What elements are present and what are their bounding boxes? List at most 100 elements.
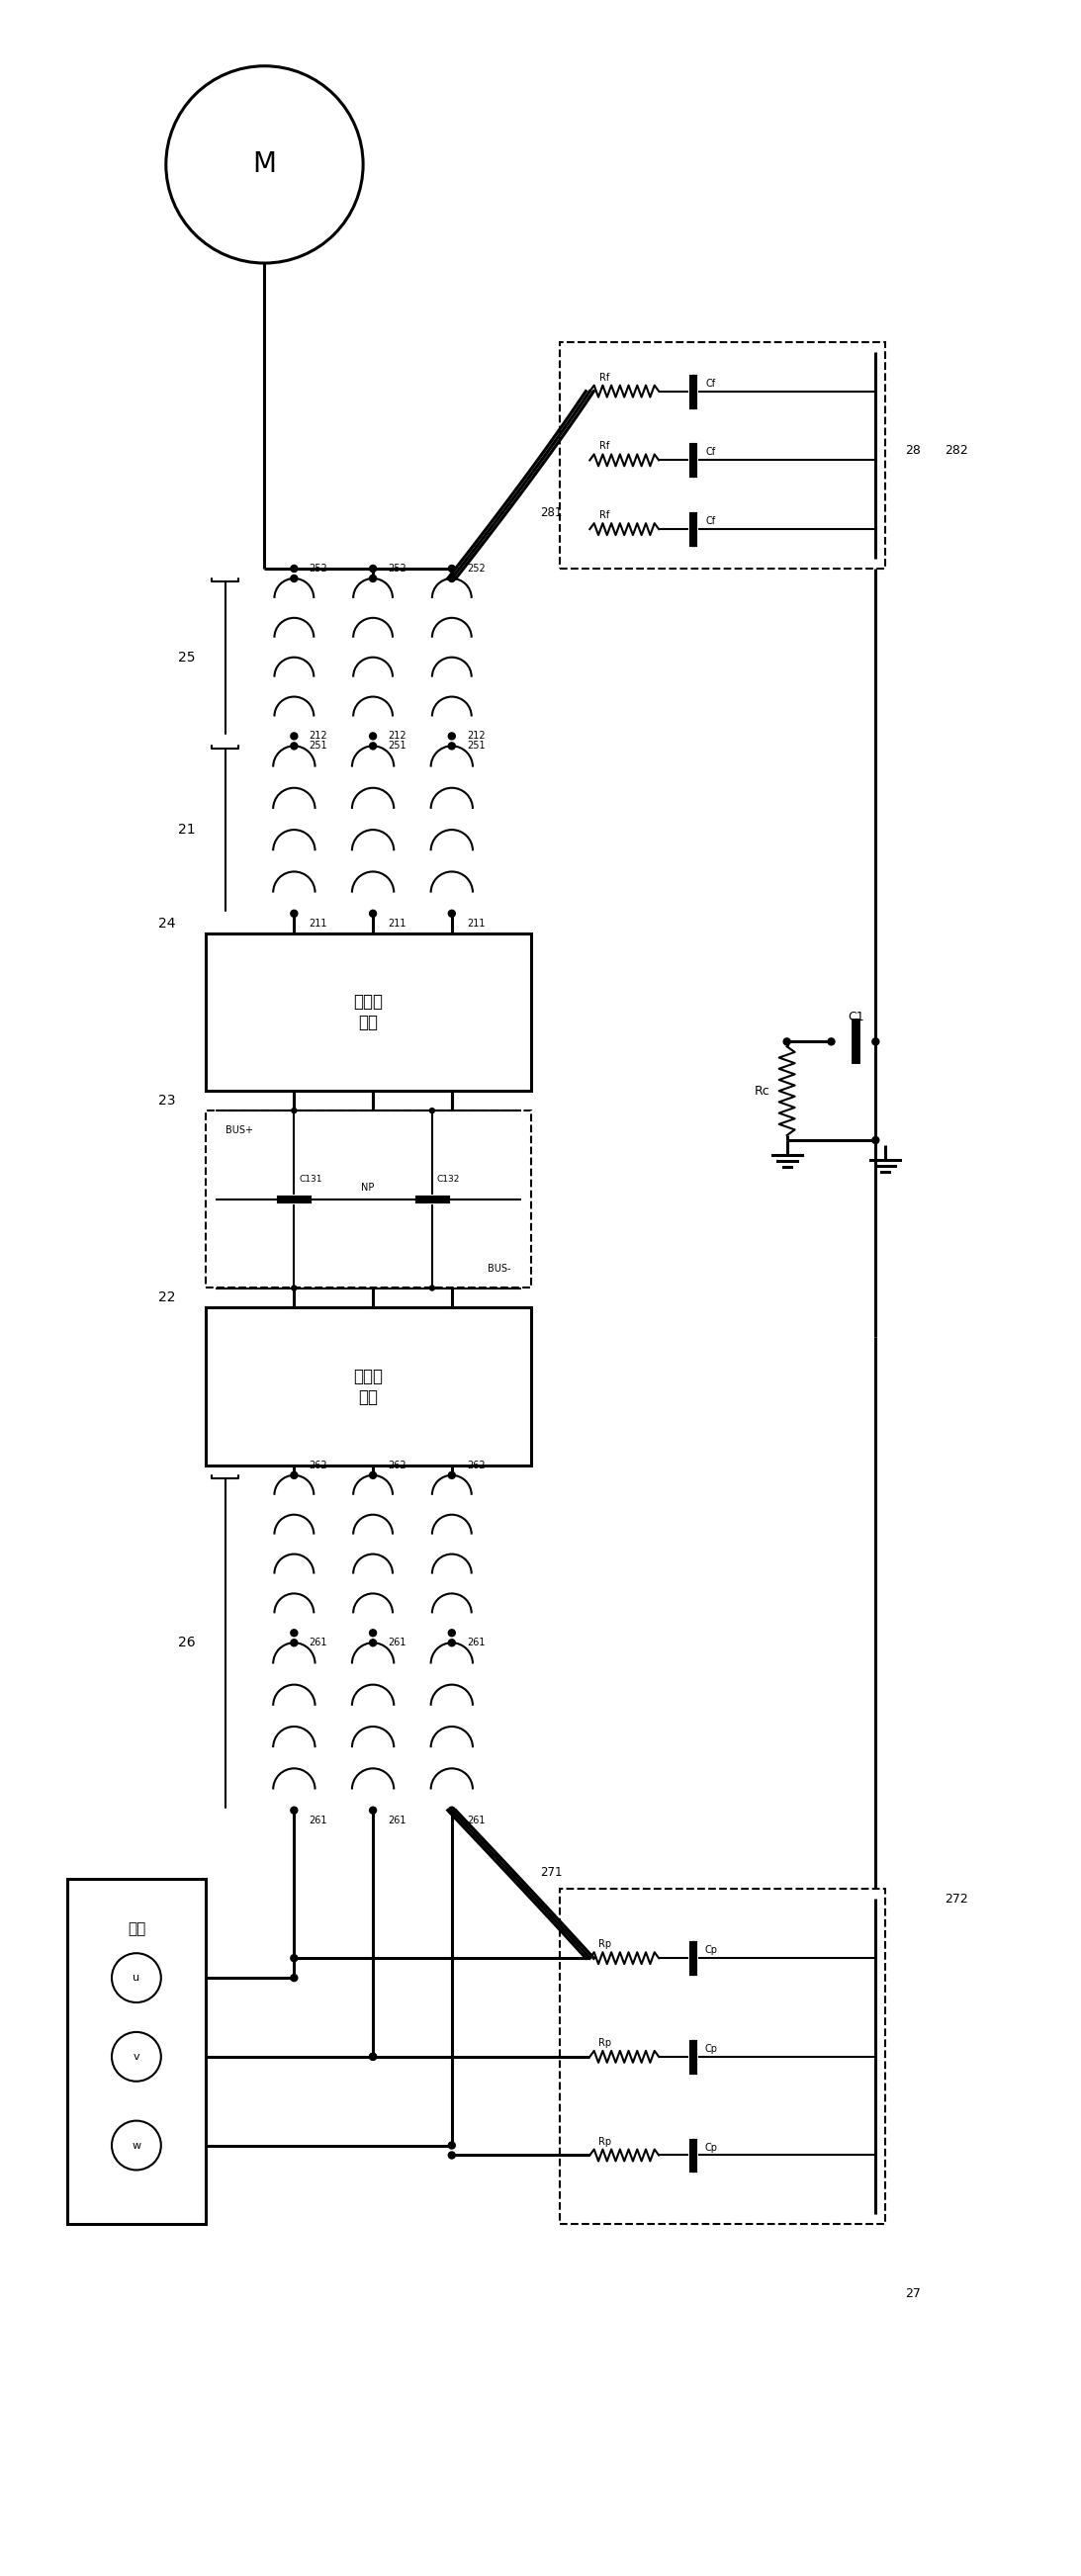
Circle shape bbox=[370, 1631, 376, 1636]
Circle shape bbox=[784, 1038, 790, 1046]
Text: 23: 23 bbox=[159, 1095, 176, 1108]
Text: v: v bbox=[133, 2050, 139, 2061]
Text: 21: 21 bbox=[178, 822, 196, 837]
Text: 252: 252 bbox=[309, 564, 328, 574]
Circle shape bbox=[370, 732, 376, 739]
Text: 251: 251 bbox=[388, 742, 406, 752]
Circle shape bbox=[370, 909, 376, 917]
Circle shape bbox=[291, 1973, 297, 1981]
Text: 机侧变
换器: 机侧变 换器 bbox=[353, 992, 383, 1030]
Circle shape bbox=[291, 742, 297, 750]
Circle shape bbox=[292, 1285, 296, 1291]
Text: 22: 22 bbox=[159, 1291, 176, 1306]
Text: M: M bbox=[253, 152, 277, 178]
Circle shape bbox=[449, 2141, 455, 2148]
Circle shape bbox=[872, 1136, 879, 1144]
Text: Rp: Rp bbox=[598, 1940, 611, 1950]
Bar bbox=[560, 1888, 885, 2223]
Circle shape bbox=[449, 574, 455, 582]
Text: 262: 262 bbox=[309, 1461, 328, 1471]
Text: 252: 252 bbox=[388, 564, 406, 574]
Text: 252: 252 bbox=[467, 564, 485, 574]
Text: 281: 281 bbox=[540, 507, 562, 520]
Bar bbox=[205, 933, 531, 1090]
Text: 272: 272 bbox=[945, 1893, 969, 1906]
Text: 26: 26 bbox=[178, 1636, 196, 1649]
Text: 网侧变
换器: 网侧变 换器 bbox=[353, 1368, 383, 1406]
Text: 261: 261 bbox=[388, 1638, 406, 1649]
Text: NP: NP bbox=[361, 1182, 375, 1193]
Bar bbox=[205, 1110, 531, 1288]
Circle shape bbox=[291, 1806, 297, 1814]
Circle shape bbox=[370, 1471, 376, 1479]
Circle shape bbox=[370, 564, 376, 572]
Text: 212: 212 bbox=[467, 732, 485, 742]
Text: Cp: Cp bbox=[705, 2043, 718, 2053]
Circle shape bbox=[370, 2053, 376, 2061]
Text: 261: 261 bbox=[388, 1816, 406, 1826]
Circle shape bbox=[449, 564, 455, 572]
Circle shape bbox=[449, 742, 455, 750]
Circle shape bbox=[429, 1285, 435, 1291]
Text: 251: 251 bbox=[467, 742, 485, 752]
Text: Cf: Cf bbox=[706, 515, 716, 526]
Circle shape bbox=[291, 732, 297, 739]
Circle shape bbox=[429, 1198, 435, 1203]
Text: Rf: Rf bbox=[600, 510, 610, 520]
Circle shape bbox=[291, 909, 297, 917]
Text: 28: 28 bbox=[905, 443, 921, 456]
Circle shape bbox=[370, 1806, 376, 1814]
Circle shape bbox=[291, 1471, 297, 1479]
Text: 25: 25 bbox=[178, 649, 196, 665]
Circle shape bbox=[291, 1955, 297, 1960]
Circle shape bbox=[370, 1638, 376, 1646]
Text: 211: 211 bbox=[309, 920, 328, 927]
Circle shape bbox=[292, 1198, 296, 1203]
Circle shape bbox=[449, 1638, 455, 1646]
Bar bbox=[67, 1880, 205, 2223]
Circle shape bbox=[449, 909, 455, 917]
Text: 261: 261 bbox=[467, 1638, 485, 1649]
Circle shape bbox=[292, 1108, 296, 1113]
Text: 261: 261 bbox=[467, 1816, 485, 1826]
Text: w: w bbox=[132, 2141, 141, 2151]
Bar bbox=[205, 1309, 531, 1466]
Text: 262: 262 bbox=[467, 1461, 485, 1471]
Circle shape bbox=[449, 2151, 455, 2159]
Circle shape bbox=[370, 2053, 376, 2061]
Text: Rp: Rp bbox=[598, 2136, 611, 2146]
Bar bbox=[560, 343, 885, 569]
Text: 212: 212 bbox=[388, 732, 406, 742]
Circle shape bbox=[449, 1631, 455, 1636]
Circle shape bbox=[828, 1038, 835, 1046]
Text: Cp: Cp bbox=[705, 1945, 718, 1955]
Text: BUS+: BUS+ bbox=[225, 1126, 253, 1136]
Circle shape bbox=[449, 732, 455, 739]
Text: 261: 261 bbox=[309, 1816, 328, 1826]
Text: 27: 27 bbox=[905, 2287, 921, 2300]
Text: BUS-: BUS- bbox=[488, 1262, 511, 1273]
Text: 262: 262 bbox=[388, 1461, 406, 1471]
Text: u: u bbox=[133, 1973, 139, 1984]
Text: 211: 211 bbox=[467, 920, 485, 927]
Text: 261: 261 bbox=[309, 1638, 328, 1649]
Text: Cp: Cp bbox=[705, 2143, 718, 2154]
Text: 212: 212 bbox=[309, 732, 328, 742]
Text: Rf: Rf bbox=[600, 440, 610, 451]
Text: 24: 24 bbox=[159, 917, 176, 930]
Text: 282: 282 bbox=[945, 443, 969, 456]
Circle shape bbox=[449, 1471, 455, 1479]
Text: 251: 251 bbox=[309, 742, 328, 752]
Text: Cf: Cf bbox=[706, 448, 716, 459]
Text: C131: C131 bbox=[299, 1175, 322, 1185]
Circle shape bbox=[429, 1108, 435, 1113]
Text: 211: 211 bbox=[388, 920, 406, 927]
Circle shape bbox=[291, 1631, 297, 1636]
Text: Cf: Cf bbox=[706, 379, 716, 389]
Circle shape bbox=[370, 574, 376, 582]
Text: 271: 271 bbox=[540, 1868, 563, 1880]
Circle shape bbox=[872, 1038, 879, 1046]
Text: Rf: Rf bbox=[600, 374, 610, 381]
Text: 电网: 电网 bbox=[128, 1922, 146, 1937]
Text: Rc: Rc bbox=[755, 1084, 770, 1097]
